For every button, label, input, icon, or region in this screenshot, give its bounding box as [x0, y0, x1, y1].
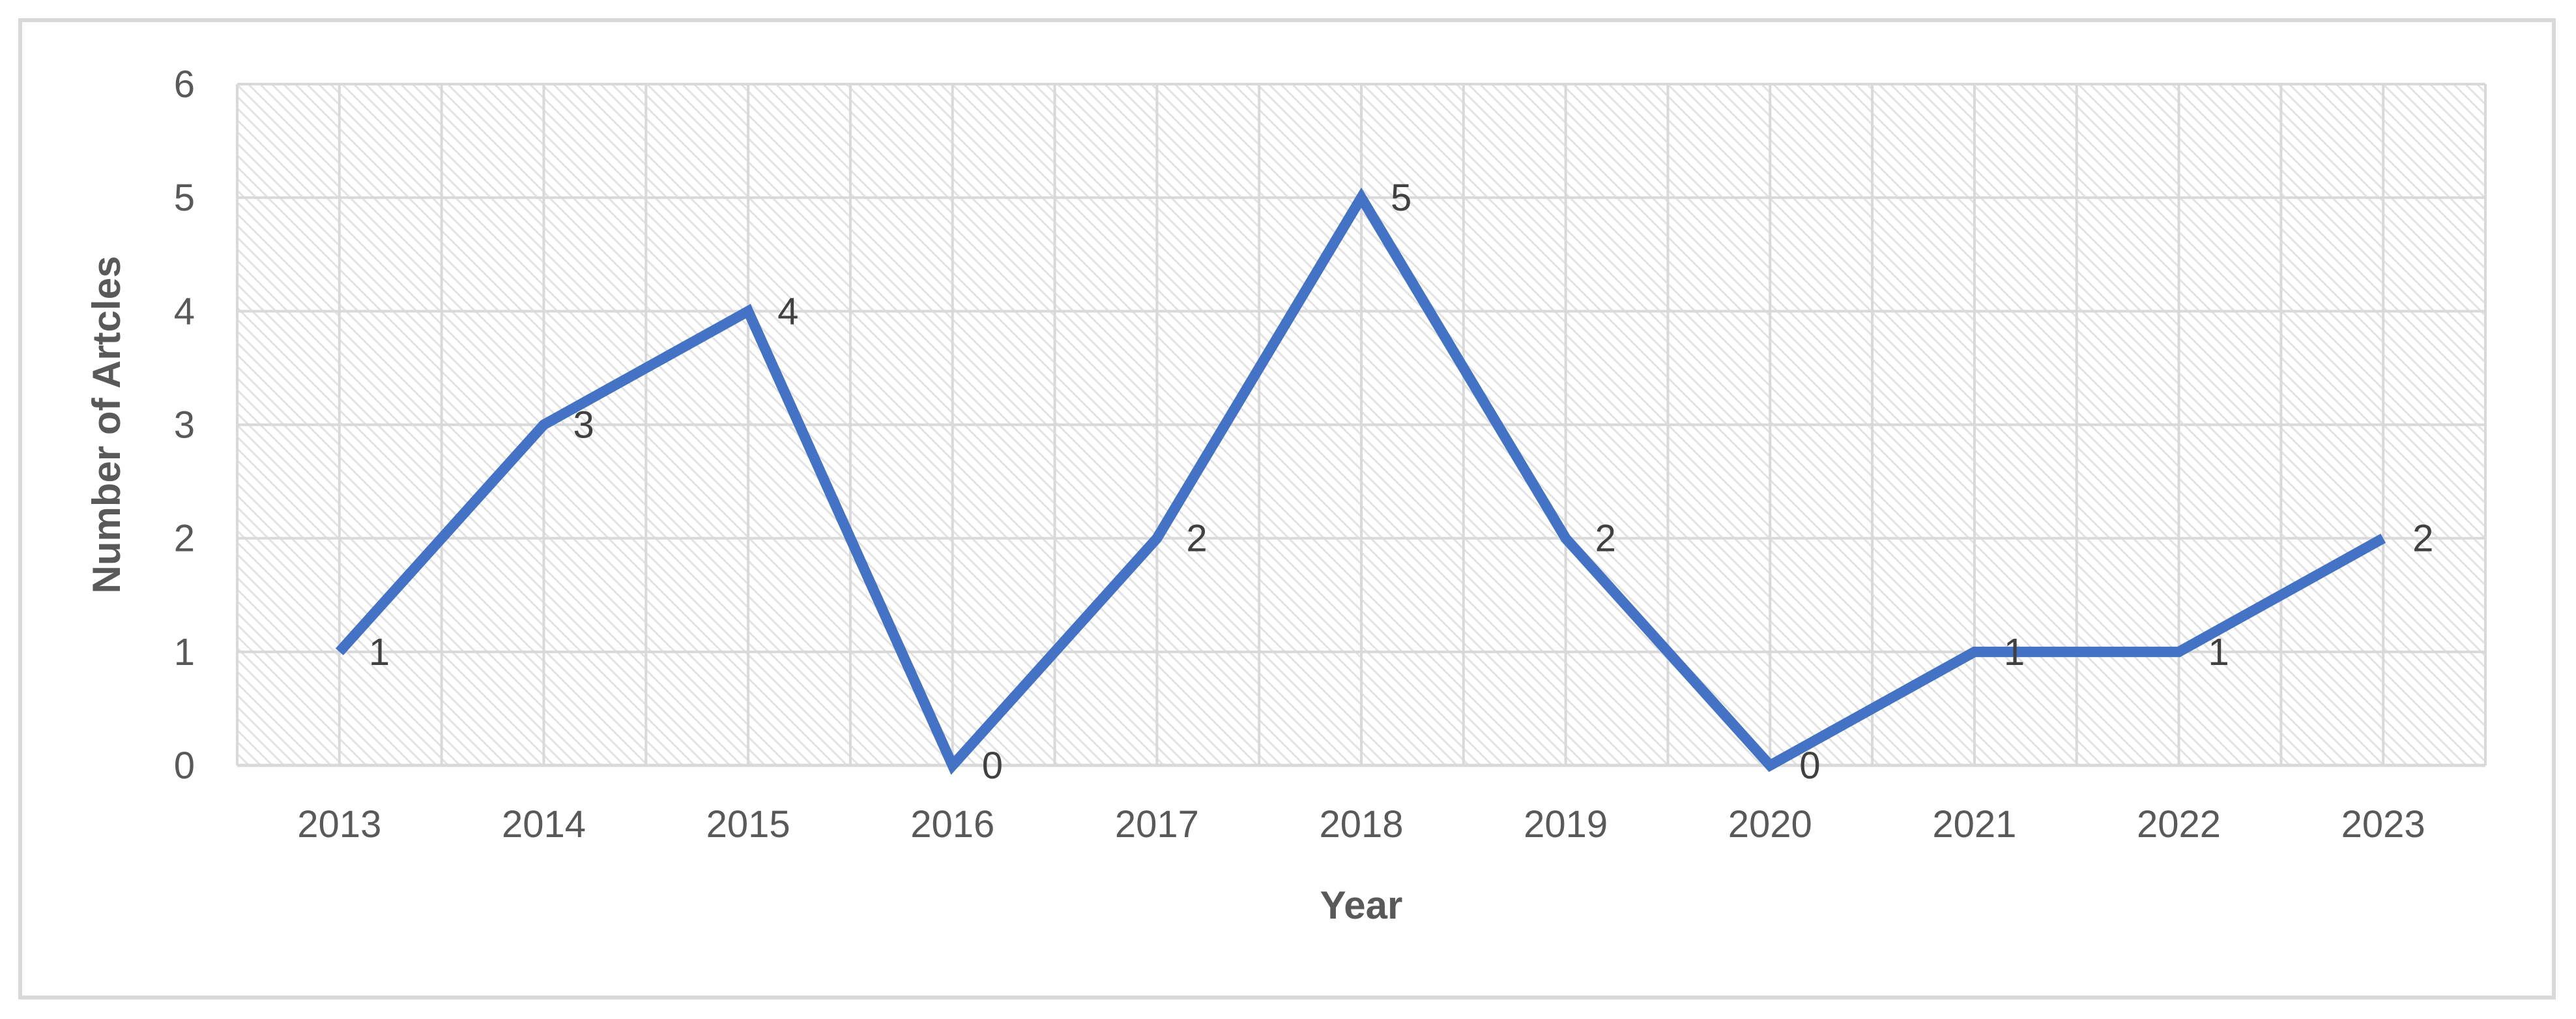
series-line [335, 187, 2386, 775]
data-label: 0 [1799, 745, 1820, 787]
data-label: 1 [2004, 631, 2025, 673]
x-tick-label: 2017 [1115, 803, 1199, 846]
y-axis-title: Number of Artcles [85, 256, 128, 594]
x-tick-label: 2022 [2137, 803, 2221, 846]
x-tick-label: 2021 [1932, 803, 2016, 846]
y-tick-label: 6 [174, 63, 195, 106]
x-tick-label: 2018 [1319, 803, 1403, 846]
x-tick-label: 2020 [1728, 803, 1812, 846]
x-tick-label: 2014 [502, 803, 586, 846]
series-layer [335, 187, 2386, 775]
data-label: 5 [1391, 177, 1411, 219]
data-label: 1 [2208, 631, 2229, 673]
y-tick-label: 5 [174, 177, 195, 219]
data-label: 2 [2412, 518, 2433, 560]
x-axis-ticks: 2013 2014 2015 2016 2017 2018 2019 2020 2021 2022… [297, 803, 2425, 846]
data-label: 3 [573, 404, 594, 447]
data-label: 2 [1595, 518, 1616, 560]
y-tick-label: 0 [174, 745, 195, 787]
data-label: 0 [982, 745, 1003, 787]
x-tick-label: 2016 [910, 803, 994, 846]
y-tick-label: 3 [174, 404, 195, 447]
y-tick-label: 1 [174, 631, 195, 673]
x-tick-label: 2013 [297, 803, 381, 846]
x-tick-label: 2019 [1524, 803, 1608, 846]
data-label: 1 [369, 631, 390, 673]
x-tick-label: 2015 [706, 803, 790, 846]
y-tick-label: 4 [174, 290, 195, 332]
x-axis-title: Year [1320, 883, 1403, 927]
x-tick-label: 2023 [2341, 803, 2425, 846]
data-label: 2 [1186, 518, 1207, 560]
data-label: 4 [777, 290, 798, 332]
y-axis-ticks: 0 1 2 3 4 5 6 [174, 63, 195, 787]
y-tick-label: 2 [174, 518, 195, 560]
data-labels: 1 3 4 0 2 5 2 0 1 1 2 [369, 177, 2434, 787]
